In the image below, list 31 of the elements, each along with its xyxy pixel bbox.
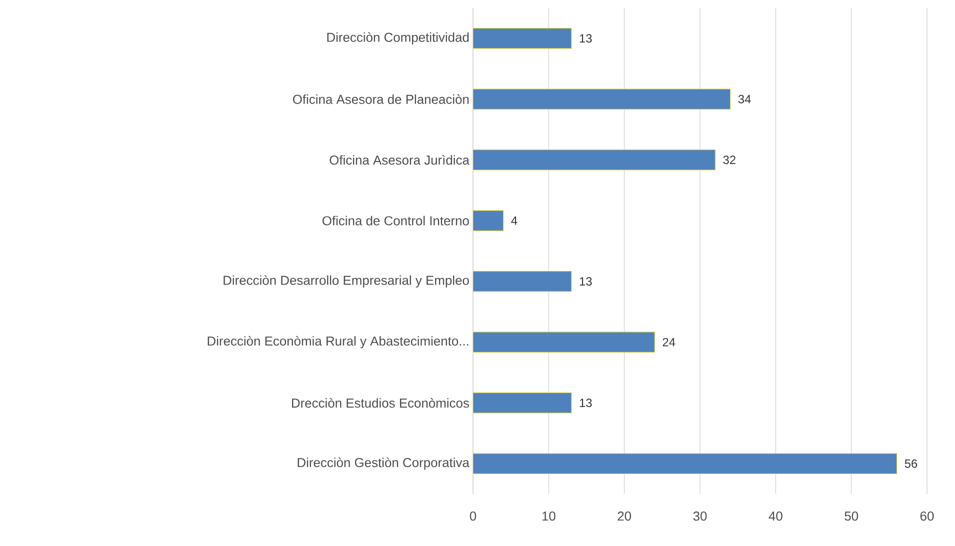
y-tick-label: Direcciòn Gestiòn Corporativa	[298, 458, 470, 470]
bar	[473, 271, 572, 292]
x-tick-label: 60	[920, 512, 934, 521]
y-tick-label: Direcciòn Competitividad	[327, 32, 469, 44]
data-label: 32	[723, 156, 736, 164]
data-label: 13	[580, 34, 592, 43]
data-label: 13	[580, 277, 592, 286]
y-tick-label: Oficina de Control Interno	[322, 216, 469, 226]
data-label: 24	[662, 338, 676, 346]
x-tick-label: 50	[844, 512, 858, 521]
data-label: 4	[511, 216, 518, 225]
data-label: 13	[580, 398, 592, 408]
y-tick-label: Oficina Asesora de Planeaciòn	[292, 94, 469, 104]
data-label: 34	[738, 94, 751, 104]
bar	[473, 150, 716, 170]
bar	[473, 332, 655, 352]
x-tick-label: 0	[470, 512, 476, 521]
y-tick-label: Oficina Asesora Jurìdica	[330, 155, 470, 165]
x-tick-label: 10	[542, 512, 556, 521]
x-tick-label: 40	[768, 512, 782, 521]
y-tick-label: Drecciòn Estudios Econòmicos	[292, 398, 469, 408]
y-tick-label: Direcciòn Econòmia Rural y Abastecimiento...	[208, 336, 468, 348]
bar	[473, 392, 572, 414]
y-tick-label: Direcciòn Desarrollo Empresarial y Empleo	[224, 275, 469, 288]
bar	[473, 28, 572, 49]
data-label: 56	[904, 459, 918, 468]
x-tick-label: 20	[618, 512, 632, 521]
bar	[473, 453, 898, 474]
bar	[473, 210, 504, 231]
x-tick-label: 30	[693, 512, 707, 521]
bar	[473, 88, 731, 110]
